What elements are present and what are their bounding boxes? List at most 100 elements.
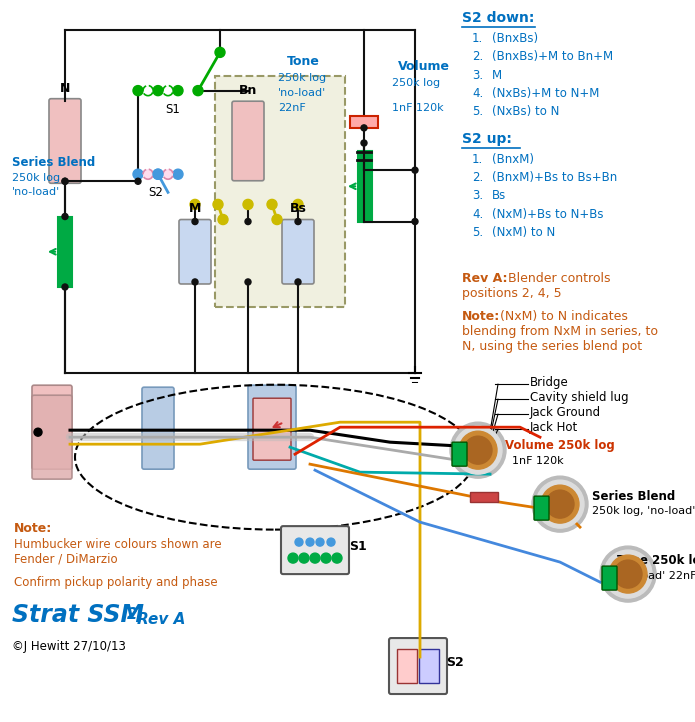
Text: 1nF 120k: 1nF 120k: [512, 456, 564, 466]
FancyBboxPatch shape: [534, 496, 549, 520]
Bar: [470, 492, 498, 502]
Text: Rev A: Rev A: [137, 612, 186, 627]
Circle shape: [190, 199, 200, 209]
Circle shape: [450, 422, 506, 478]
FancyBboxPatch shape: [452, 442, 467, 466]
FancyBboxPatch shape: [32, 386, 72, 469]
Circle shape: [361, 125, 367, 131]
Circle shape: [243, 199, 253, 209]
Circle shape: [332, 553, 342, 563]
Text: S2 up:: S2 up:: [462, 132, 512, 146]
Circle shape: [62, 284, 68, 290]
Text: S2: S2: [148, 186, 163, 199]
Circle shape: [454, 426, 502, 474]
Text: 1.: 1.: [472, 32, 483, 45]
Text: 'no-load': 'no-load': [12, 187, 60, 197]
Text: Bs: Bs: [492, 189, 506, 202]
Text: Series Blend: Series Blend: [12, 156, 95, 169]
Circle shape: [215, 48, 225, 58]
Text: Strat SSM: Strat SSM: [12, 603, 144, 627]
Circle shape: [464, 436, 492, 464]
Text: Tone 250k log,: Tone 250k log,: [617, 554, 695, 567]
Text: (NxM) to N indicates: (NxM) to N indicates: [500, 310, 628, 323]
Circle shape: [327, 538, 335, 546]
Circle shape: [306, 538, 314, 546]
Circle shape: [412, 168, 418, 173]
Text: 3.: 3.: [472, 189, 483, 202]
Text: positions 2, 4, 5: positions 2, 4, 5: [462, 287, 562, 300]
FancyBboxPatch shape: [282, 219, 314, 284]
Text: 2.: 2.: [472, 171, 483, 184]
Text: Jack Hot: Jack Hot: [530, 421, 578, 434]
Text: N: N: [60, 82, 70, 95]
Text: S2 down:: S2 down:: [462, 11, 534, 25]
Bar: [358, 151, 372, 222]
Text: 2: 2: [127, 607, 138, 622]
Text: Note:: Note:: [462, 310, 500, 323]
Circle shape: [299, 553, 309, 563]
Text: Note:: Note:: [14, 522, 52, 535]
FancyBboxPatch shape: [215, 76, 345, 307]
Circle shape: [135, 87, 142, 94]
Text: (BnxBs): (BnxBs): [492, 32, 538, 45]
Text: Bridge: Bridge: [530, 375, 569, 388]
Circle shape: [541, 485, 579, 523]
Circle shape: [34, 428, 42, 436]
Text: 5.: 5.: [472, 226, 483, 239]
Circle shape: [536, 480, 584, 528]
Text: 22nF: 22nF: [278, 103, 306, 113]
Circle shape: [288, 553, 298, 563]
Text: Jack Ground: Jack Ground: [530, 406, 601, 419]
Circle shape: [245, 279, 251, 285]
Circle shape: [609, 555, 647, 593]
Text: Fender / DiMarzio: Fender / DiMarzio: [14, 552, 117, 565]
Circle shape: [135, 178, 141, 184]
Circle shape: [272, 214, 282, 225]
Text: (BnxM)+Bs to Bs+Bn: (BnxM)+Bs to Bs+Bn: [492, 171, 617, 184]
Text: Blender controls: Blender controls: [508, 272, 610, 285]
Circle shape: [546, 490, 574, 518]
Text: N, using the series blend pot: N, using the series blend pot: [462, 341, 642, 354]
Text: 250k log, 'no-load': 250k log, 'no-load': [592, 506, 695, 516]
Circle shape: [321, 553, 331, 563]
FancyBboxPatch shape: [142, 387, 174, 469]
Circle shape: [295, 279, 301, 285]
Text: (BnxM): (BnxM): [492, 153, 534, 166]
Circle shape: [267, 199, 277, 209]
Circle shape: [295, 538, 303, 546]
Circle shape: [62, 214, 68, 219]
FancyBboxPatch shape: [253, 399, 291, 460]
Text: Humbucker wire colours shown are: Humbucker wire colours shown are: [14, 538, 222, 551]
Circle shape: [361, 140, 367, 146]
Circle shape: [293, 199, 303, 209]
Circle shape: [213, 199, 223, 209]
Circle shape: [192, 219, 198, 225]
Circle shape: [218, 214, 228, 225]
Text: Confirm pickup polarity and phase: Confirm pickup polarity and phase: [14, 576, 218, 589]
Circle shape: [133, 169, 143, 179]
Circle shape: [153, 86, 163, 95]
Text: 250k log: 250k log: [392, 77, 440, 87]
Text: (NxBs)+M to N+M: (NxBs)+M to N+M: [492, 87, 599, 100]
Text: 2.: 2.: [472, 51, 483, 64]
Circle shape: [62, 178, 68, 184]
Text: (NxBs) to N: (NxBs) to N: [492, 105, 559, 118]
Text: 'no-load': 'no-load': [278, 87, 326, 97]
Text: (NxM) to N: (NxM) to N: [492, 226, 555, 239]
Text: Bs: Bs: [290, 202, 306, 215]
Circle shape: [173, 169, 183, 179]
Text: Series Blend: Series Blend: [592, 490, 676, 503]
Circle shape: [153, 169, 163, 179]
FancyBboxPatch shape: [389, 638, 447, 694]
Circle shape: [62, 178, 68, 184]
Circle shape: [459, 431, 497, 469]
Bar: [58, 217, 72, 287]
Circle shape: [614, 560, 642, 588]
Text: 4.: 4.: [472, 207, 483, 220]
Bar: [350, 116, 378, 128]
Text: 250k log: 250k log: [278, 72, 326, 82]
Text: S1: S1: [165, 103, 180, 116]
FancyBboxPatch shape: [32, 395, 72, 479]
Text: ©J Hewitt 27/10/13: ©J Hewitt 27/10/13: [12, 640, 126, 653]
Circle shape: [173, 86, 183, 95]
